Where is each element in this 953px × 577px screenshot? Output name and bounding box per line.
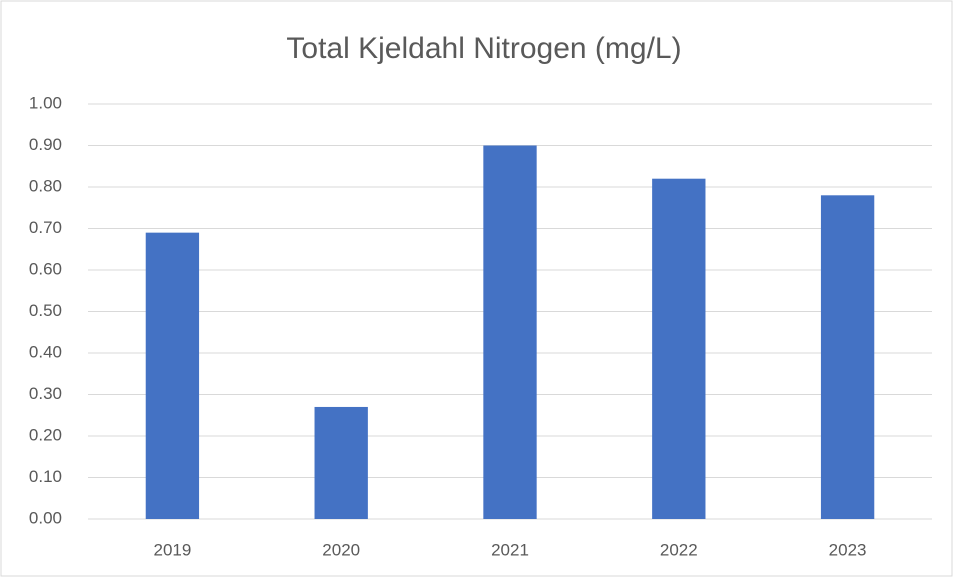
x-tick-label: 2021 (491, 540, 529, 559)
y-tick-label: 0.50 (29, 301, 62, 320)
y-tick-label: 0.80 (29, 176, 62, 195)
x-tick-label: 2019 (153, 540, 191, 559)
x-tick-label: 2020 (322, 540, 360, 559)
chart-title: Total Kjeldahl Nitrogen (mg/L) (286, 32, 681, 65)
x-tick-label: 2022 (660, 540, 698, 559)
bar (652, 178, 706, 519)
y-tick-label: 0.90 (29, 135, 62, 154)
y-tick-label: 1.00 (29, 93, 62, 112)
y-tick-label: 0.40 (29, 342, 62, 361)
y-tick-label: 0.00 (29, 508, 62, 527)
y-tick-label: 0.60 (29, 259, 62, 278)
x-tick-label: 2023 (829, 540, 867, 559)
y-tick-label: 0.10 (29, 467, 62, 486)
bar (314, 406, 368, 519)
bar (145, 232, 200, 519)
bar (820, 195, 875, 520)
y-tick-label: 0.70 (29, 218, 62, 237)
bar (483, 145, 537, 519)
y-tick-label: 0.20 (29, 425, 62, 444)
y-tick-label: 0.30 (29, 384, 62, 403)
